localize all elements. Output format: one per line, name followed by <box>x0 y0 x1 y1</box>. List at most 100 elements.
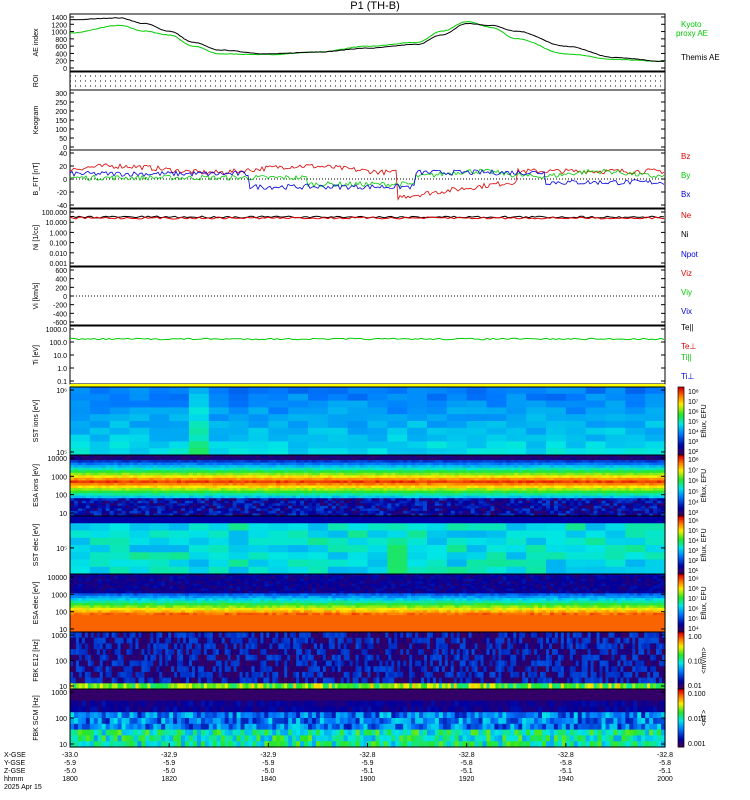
legend-ne: Ne <box>681 211 692 220</box>
chart-title: P1 (TH-B) <box>350 0 400 12</box>
colorbar-sst_e <box>678 516 684 575</box>
ylabel-vi: Vi [km/s] <box>33 283 40 310</box>
series-line-0 <box>69 21 665 62</box>
ylabel-sst_i: SST ions [eV] <box>33 400 40 443</box>
b-trace-1 <box>69 168 665 188</box>
ytick-label-keogram: 300 <box>55 91 67 98</box>
b-trace-2 <box>69 169 665 191</box>
spectrogram-fbk_e <box>70 632 666 690</box>
ylabel-esa_i: ESA ions [eV] <box>33 464 40 507</box>
ytick-label-keogram: 100 <box>55 127 67 134</box>
ytick-label-ae: 1000 <box>51 30 67 37</box>
ytick-label-vi: -600 <box>53 320 67 327</box>
ytick-label-ni: 0.100 <box>49 241 67 248</box>
ti-trace <box>69 337 665 341</box>
ytick-label-ni: 100.000 <box>42 210 67 217</box>
legend-kyoto: Kyoto <box>681 20 702 29</box>
ytick-label-sst_e: 10⁵ <box>56 546 67 553</box>
panel-frame-ni <box>69 208 666 267</box>
legend-viy: Viy <box>681 288 692 297</box>
ytick-label-bfield: 20 <box>59 164 67 171</box>
colorbar-tick-sst_i: 10⁷ <box>688 399 699 406</box>
xtick-label: -5.8 <box>461 760 473 767</box>
legend-by: By <box>681 171 690 180</box>
ytick-label-ti: 1000.0 <box>46 327 68 334</box>
ytick-label-fbk_b: 100 <box>55 716 67 723</box>
mode-bar <box>70 384 665 387</box>
ytick-label-ti: 100.0 <box>49 340 67 347</box>
xtick-label: -5.9 <box>361 760 373 767</box>
ytick-label-bfield: 0 <box>63 177 67 184</box>
ytick-label-keogram: 150 <box>55 118 67 125</box>
ytick-label-sst_i: 10⁶ <box>56 388 67 395</box>
legend-te-par: Te|| <box>681 323 694 332</box>
ytick-label-vi: 0 <box>63 294 67 301</box>
xtick-label: -5.0 <box>64 768 76 775</box>
ytick-label-vi: 200 <box>55 285 67 292</box>
spectrogram-sst_e <box>70 516 666 575</box>
legend-bz: Bz <box>681 152 690 161</box>
xtick-label: -5.1 <box>361 768 373 775</box>
colorbar-label-fbk_e: <mV/m> <box>701 647 708 673</box>
colorbar-tick-sst_e: 10⁶ <box>688 518 699 525</box>
ytick-label-vi: -200 <box>53 303 67 310</box>
colorbar-label-esa_i: Eflux, EFU <box>701 469 708 502</box>
ytick-label-fbk_b: 1000 <box>51 690 67 697</box>
ytick-label-esa_i: 10000 <box>48 456 68 463</box>
colorbar-tick-sst_e: 10¹ <box>688 568 699 575</box>
ytick-label-keogram: 50 <box>59 136 67 143</box>
ytick-label-esa_i: 10 <box>59 511 67 518</box>
ytick-label-esa_e: 10 <box>59 627 67 634</box>
colorbar-tick-sst_i: 10⁵ <box>688 419 699 426</box>
ytick-label-ti: 0.1 <box>57 379 67 386</box>
xaxis-row-label-4: 2025 Apr 15 <box>4 784 42 791</box>
colorbar-tick-sst_i: 10³ <box>688 439 699 446</box>
ytick-label-ae: 1400 <box>51 15 67 22</box>
ytick-label-esa_e: 1000 <box>51 592 67 599</box>
xaxis-row-label-1: Y-GSE <box>4 760 25 767</box>
xtick-label: -5.9 <box>64 760 76 767</box>
legend-ti-perp: Ti⊥ <box>681 372 694 381</box>
ytick-label-esa_i: 100 <box>55 493 67 500</box>
colorbar-tick-sst_e: 10⁴ <box>688 538 699 545</box>
colorbar-tick-esa_e: 10⁶ <box>688 606 699 613</box>
ytick-label-ae: 1200 <box>51 22 67 29</box>
xtick-label: 1820 <box>161 776 177 783</box>
colorbar-tick-sst_i: 10⁸ <box>688 389 699 396</box>
legend-te-perp: Te⊥ <box>681 342 696 351</box>
xtick-label: -5.9 <box>163 760 175 767</box>
xtick-label: -5.1 <box>461 768 473 775</box>
xtick-label: -32.8 <box>360 752 376 759</box>
xtick-label: 1920 <box>459 776 475 783</box>
colorbar-tick-sst_e: 10³ <box>688 548 699 555</box>
ytick-label-esa_i: 1000 <box>51 474 67 481</box>
xtick-label: -5.8 <box>560 760 572 767</box>
spectrogram-esa_i <box>70 455 666 517</box>
colorbar-fbk_e <box>678 632 684 690</box>
ytick-label-esa_e: 100 <box>55 610 67 617</box>
ylabel-bfield: B_FIT [nT] <box>33 162 40 195</box>
colorbar-tick-fbk_e: 0.01 <box>688 683 702 690</box>
ytick-label-keogram: 0 <box>63 145 67 152</box>
xtick-label: -5.0 <box>262 768 274 775</box>
ytick-label-ti: 10.0 <box>53 353 67 360</box>
ytick-label-ti: 1.0 <box>57 366 67 373</box>
colorbar-tick-esa_e: 10⁹ <box>688 576 699 583</box>
legend-vix: Vix <box>681 307 692 316</box>
xtick-label: 2000 <box>657 776 673 783</box>
ytick-label-fbk_e: 100 <box>55 659 67 666</box>
ytick-label-keogram: 200 <box>55 109 67 116</box>
legend-bx: Bx <box>681 190 690 199</box>
xtick-label: -5.9 <box>262 760 274 767</box>
ylabel-roi: ROI <box>33 75 40 88</box>
colorbar-tick-esa_i: 10⁷ <box>688 468 699 475</box>
ytick-label-vi: 400 <box>55 277 67 284</box>
colorbar-label-sst_e: Eflux, EFU <box>701 528 708 561</box>
spectrogram-esa_e <box>70 574 666 633</box>
xtick-label: -5.1 <box>659 768 671 775</box>
ytick-label-vi: 600 <box>55 268 67 275</box>
xtick-label: -5.0 <box>163 768 175 775</box>
legend-ni: Ni <box>681 230 689 239</box>
xtick-label: 1940 <box>558 776 574 783</box>
